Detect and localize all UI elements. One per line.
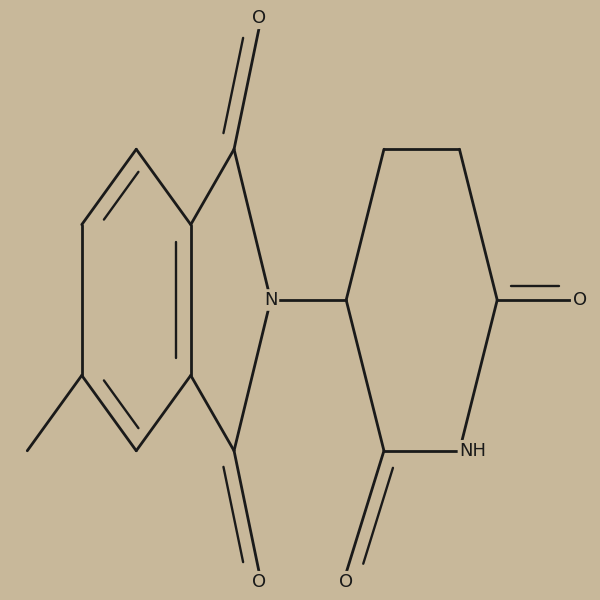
Text: N: N <box>264 291 277 309</box>
Text: O: O <box>252 573 266 591</box>
Text: O: O <box>339 573 353 591</box>
Text: O: O <box>573 291 587 309</box>
Text: O: O <box>252 9 266 27</box>
Text: NH: NH <box>460 442 487 460</box>
